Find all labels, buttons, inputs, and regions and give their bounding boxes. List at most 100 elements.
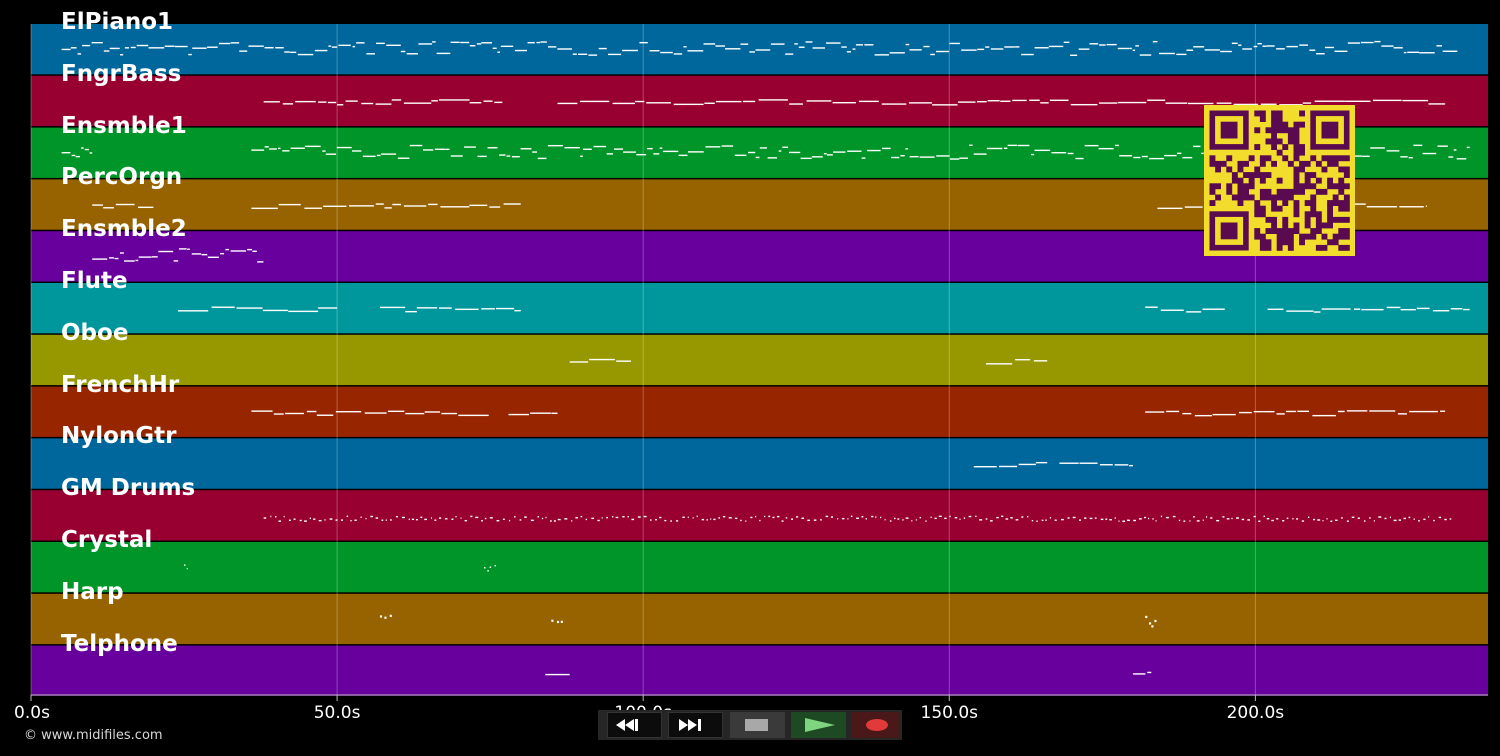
note bbox=[1226, 518, 1230, 520]
note bbox=[959, 518, 961, 520]
note bbox=[1360, 41, 1374, 44]
qr-module bbox=[1231, 194, 1238, 201]
note bbox=[841, 517, 845, 520]
note bbox=[537, 157, 547, 160]
qr-module bbox=[1265, 155, 1272, 162]
note bbox=[985, 46, 990, 48]
note bbox=[1184, 206, 1203, 208]
note bbox=[813, 519, 817, 521]
track-notes bbox=[263, 99, 1446, 106]
note bbox=[823, 153, 827, 155]
note bbox=[670, 520, 672, 522]
record-button[interactable] bbox=[852, 712, 899, 738]
note bbox=[623, 151, 636, 153]
note bbox=[1067, 152, 1074, 155]
note bbox=[455, 515, 457, 518]
note bbox=[418, 43, 433, 45]
note bbox=[646, 102, 671, 104]
note bbox=[1007, 144, 1017, 147]
qr-module bbox=[1271, 144, 1277, 150]
note bbox=[701, 518, 705, 521]
note bbox=[236, 307, 263, 309]
track-notes bbox=[177, 306, 1470, 313]
note bbox=[1238, 411, 1252, 414]
qr-module bbox=[1287, 138, 1294, 145]
note bbox=[900, 155, 905, 157]
note bbox=[637, 516, 641, 518]
note bbox=[1436, 45, 1442, 47]
note bbox=[1231, 517, 1233, 520]
note bbox=[390, 519, 392, 521]
note bbox=[949, 42, 960, 45]
note bbox=[1182, 412, 1192, 415]
note bbox=[936, 155, 950, 157]
note bbox=[1054, 519, 1057, 521]
note bbox=[299, 519, 302, 522]
note bbox=[1381, 45, 1394, 47]
qr-module bbox=[1265, 188, 1272, 195]
note bbox=[1118, 520, 1120, 522]
note bbox=[755, 156, 760, 159]
qr-module bbox=[1259, 211, 1266, 218]
note bbox=[151, 256, 158, 258]
note bbox=[415, 518, 418, 521]
qr-module bbox=[1237, 200, 1244, 206]
note bbox=[564, 146, 580, 149]
stop-button[interactable] bbox=[730, 712, 785, 738]
note bbox=[725, 48, 741, 50]
note bbox=[335, 411, 362, 413]
note bbox=[481, 308, 495, 310]
qr-module bbox=[1287, 244, 1294, 251]
note bbox=[322, 150, 326, 152]
qr-module bbox=[1276, 233, 1283, 240]
note bbox=[1374, 40, 1381, 43]
note bbox=[278, 203, 301, 206]
note bbox=[826, 42, 841, 44]
note bbox=[1193, 46, 1205, 48]
note bbox=[1204, 49, 1220, 51]
note bbox=[1176, 53, 1187, 56]
note bbox=[1144, 516, 1147, 519]
qr-module bbox=[1271, 222, 1277, 229]
qr-module bbox=[1327, 239, 1333, 246]
qr-module bbox=[1293, 149, 1300, 156]
note bbox=[1182, 156, 1193, 159]
note bbox=[987, 100, 1000, 102]
note bbox=[1292, 518, 1294, 520]
qr-module bbox=[1332, 194, 1339, 201]
note bbox=[934, 517, 937, 520]
qr-module bbox=[1282, 239, 1289, 246]
note bbox=[788, 151, 801, 154]
note bbox=[1353, 308, 1361, 310]
note bbox=[909, 155, 919, 158]
note bbox=[1437, 145, 1448, 147]
note bbox=[201, 253, 208, 256]
qr-module bbox=[1237, 160, 1244, 167]
play-button[interactable] bbox=[791, 712, 846, 738]
note bbox=[158, 250, 174, 253]
track-label: Harp bbox=[61, 578, 124, 605]
note bbox=[1378, 516, 1382, 518]
note bbox=[850, 515, 853, 518]
qr-module bbox=[1338, 177, 1345, 184]
note bbox=[1201, 152, 1204, 155]
note bbox=[608, 53, 622, 56]
qr-module bbox=[1287, 127, 1294, 134]
note bbox=[1366, 206, 1398, 208]
qr-module bbox=[1248, 183, 1255, 190]
note bbox=[1384, 517, 1387, 520]
note bbox=[77, 53, 82, 55]
note bbox=[591, 517, 595, 520]
note bbox=[692, 517, 694, 519]
qr-module bbox=[1209, 188, 1216, 195]
note bbox=[1193, 516, 1195, 518]
note bbox=[615, 516, 619, 519]
note bbox=[1015, 519, 1019, 521]
fast-forward-button[interactable] bbox=[668, 712, 723, 738]
note bbox=[687, 516, 689, 518]
rewind-button[interactable] bbox=[607, 712, 662, 738]
qr-module bbox=[1321, 188, 1328, 195]
note bbox=[423, 149, 434, 151]
note bbox=[1266, 45, 1275, 47]
qr-module bbox=[1248, 177, 1255, 184]
